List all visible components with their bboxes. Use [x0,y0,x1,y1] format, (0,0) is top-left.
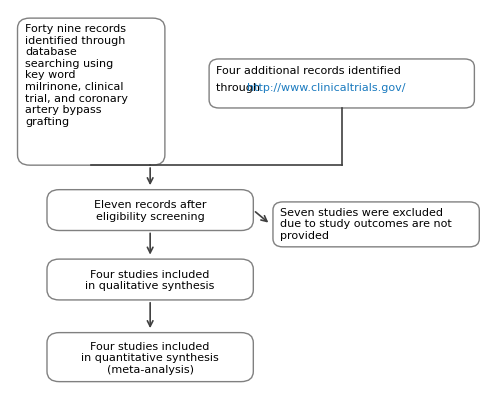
Text: through: through [216,83,264,93]
FancyBboxPatch shape [47,190,254,231]
FancyBboxPatch shape [47,333,254,382]
Text: Seven studies were excluded
due to study outcomes are not
provided: Seven studies were excluded due to study… [280,207,452,240]
Text: Forty nine records
identified through
database
searching using
key word
milrinon: Forty nine records identified through da… [25,24,128,126]
Text: Four studies included
in quantitative synthesis
(meta-analysis): Four studies included in quantitative sy… [82,341,219,374]
FancyBboxPatch shape [18,19,165,166]
FancyBboxPatch shape [209,60,474,109]
Text: Eleven records after
eligibility screening: Eleven records after eligibility screeni… [94,200,206,221]
FancyBboxPatch shape [273,202,480,247]
FancyBboxPatch shape [47,259,254,300]
Text: Four studies included
in qualitative synthesis: Four studies included in qualitative syn… [86,269,215,291]
Text: http://www.clinicaltrials.gov/: http://www.clinicaltrials.gov/ [247,83,406,93]
Text: Four additional records identified: Four additional records identified [216,66,402,76]
